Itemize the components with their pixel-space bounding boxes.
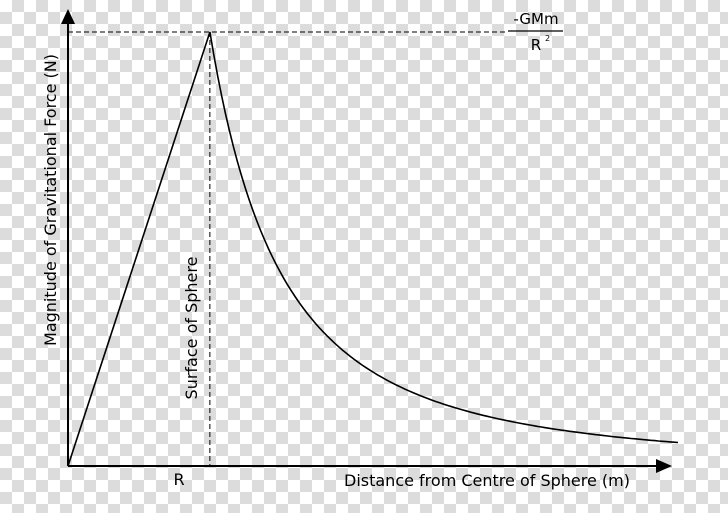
y-axis-label: Magnitude of Gravitational Force (N) bbox=[41, 54, 60, 346]
series-line-outside bbox=[209, 31, 679, 444]
fraction-numerator: -GMm bbox=[513, 10, 558, 28]
fraction-denominator: R bbox=[531, 36, 541, 54]
fraction-exponent: 2 bbox=[545, 34, 550, 43]
y-axis-arrow bbox=[61, 9, 75, 24]
series-group bbox=[67, 31, 679, 467]
series-line-inside bbox=[67, 31, 211, 467]
x-axis-arrow bbox=[656, 459, 672, 473]
x-axis-label: Distance from Centre of Sphere (m) bbox=[344, 471, 630, 490]
surface-annotation: Surface of Sphere bbox=[182, 257, 201, 400]
x-tick-label-r: R bbox=[173, 470, 184, 489]
